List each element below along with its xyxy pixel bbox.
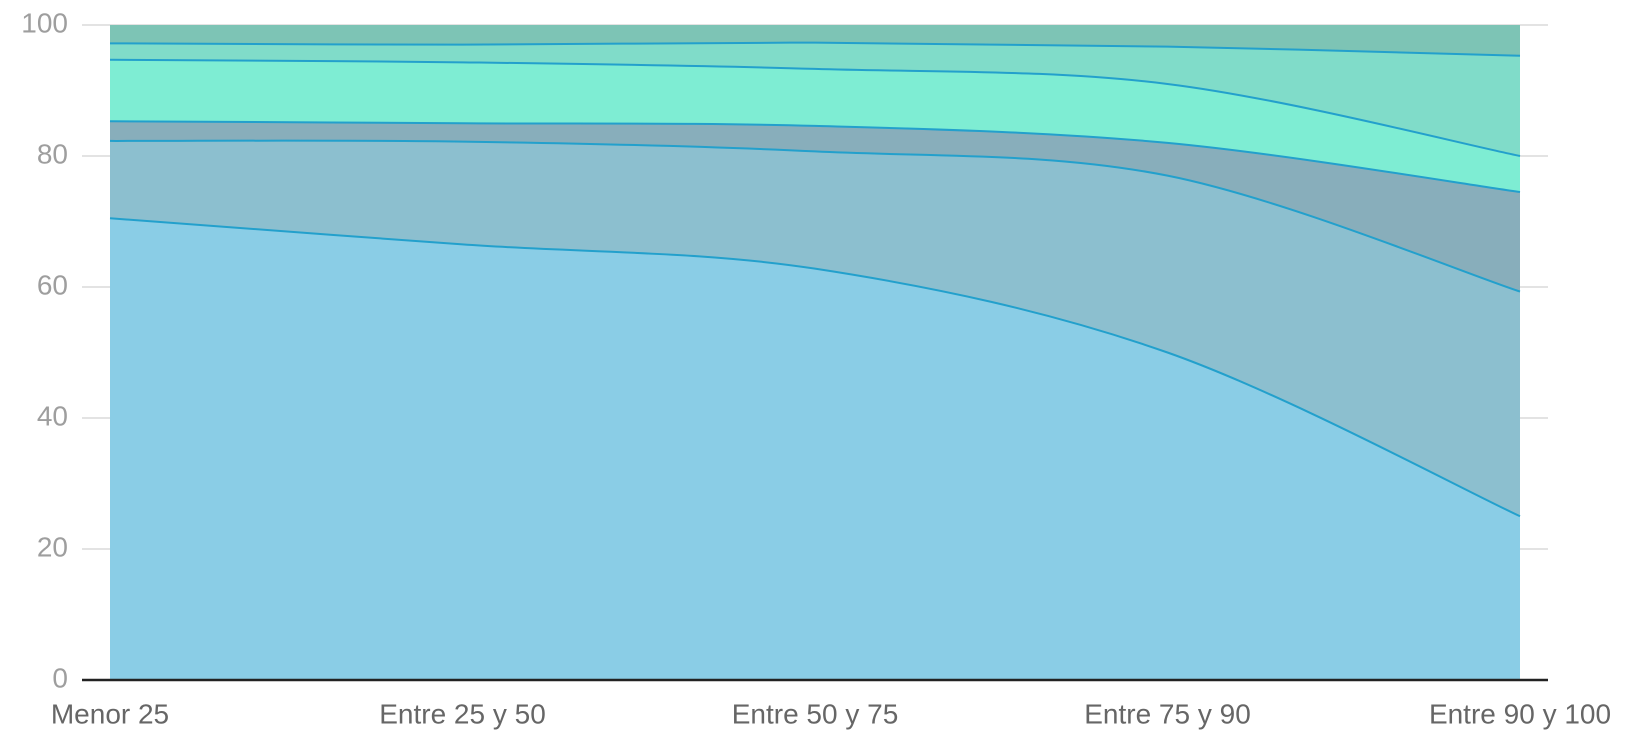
- area-line: [109, 41, 1521, 57]
- y-tick-label: 100: [21, 7, 68, 38]
- x-tick-label: Entre 90 y 100: [1429, 698, 1611, 729]
- y-tick-label: 40: [37, 400, 68, 431]
- area: [110, 218, 1520, 680]
- y-tick-label: 20: [37, 531, 68, 562]
- area-line: [109, 58, 1521, 157]
- x-tick-label: Entre 75 y 90: [1084, 698, 1251, 729]
- y-tick-label: 60: [37, 269, 68, 300]
- area: [110, 42, 1520, 156]
- area: [110, 121, 1520, 292]
- x-tick-label: Menor 25: [51, 698, 169, 729]
- y-tick-label: 0: [52, 662, 68, 693]
- area-line: [109, 217, 1521, 518]
- area-line: [109, 139, 1521, 293]
- y-tick-label: 80: [37, 138, 68, 169]
- area: [110, 140, 1520, 517]
- area: [110, 25, 1520, 56]
- x-tick-label: Entre 25 y 50: [379, 698, 546, 729]
- x-tick-label: Entre 50 y 75: [732, 698, 899, 729]
- area-line: [109, 120, 1521, 194]
